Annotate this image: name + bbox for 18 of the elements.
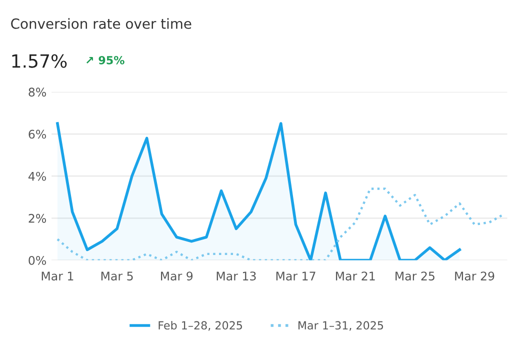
x-tick-label: Mar 9 xyxy=(161,272,193,281)
y-tick-label: 0% xyxy=(28,256,46,265)
y-tick-label: 2% xyxy=(28,214,46,223)
chart-subtitle: 1.57% xyxy=(12,54,67,68)
y-tick-label: 4% xyxy=(28,172,46,181)
y-tick-label: 6% xyxy=(28,130,46,139)
y-tick-label: 8% xyxy=(28,88,46,97)
x-tick-label: Mar 13 xyxy=(216,272,256,281)
legend-label: Feb 1–28, 2025 xyxy=(158,320,242,331)
x-tick-label: Mar 21 xyxy=(336,272,375,281)
legend-label: Mar 1–31, 2025 xyxy=(298,321,384,331)
text: ↗ 95% xyxy=(86,56,124,64)
x-tick-label: Mar 1 xyxy=(42,272,74,281)
x-tick-label: Mar 25 xyxy=(396,272,434,281)
x-tick-label: Mar 5 xyxy=(101,272,133,281)
x-tick-label: Mar 17 xyxy=(276,272,316,281)
x-tick-label: Mar 29 xyxy=(455,272,494,281)
chart-title: Conversion rate over time xyxy=(11,18,192,29)
